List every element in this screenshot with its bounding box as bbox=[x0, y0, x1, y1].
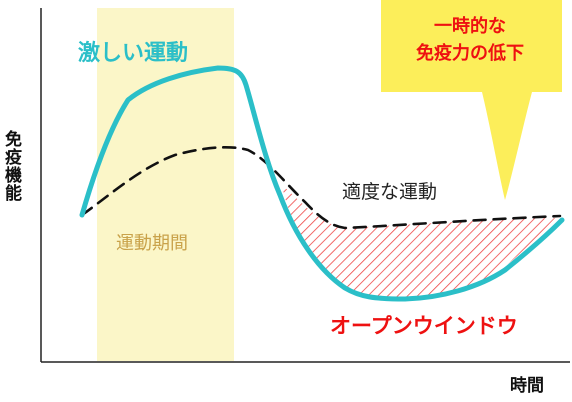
moderate-exercise-label: 適度な運動 bbox=[342, 181, 438, 203]
y-axis-label: 免疫機能 bbox=[1, 130, 21, 202]
callout-bubble bbox=[381, 0, 562, 200]
callout-line-2: 免疫力の低下 bbox=[416, 43, 524, 64]
open-window-label: オープンウインドウ bbox=[330, 314, 518, 338]
callout-line-1: 一時的な bbox=[434, 16, 506, 37]
intense-exercise-label: 激しい運動 bbox=[78, 41, 189, 66]
x-axis-label: 時間 bbox=[510, 376, 544, 396]
open-window-hatched-region bbox=[282, 185, 555, 298]
callout-text: 一時的な 免疫力の低下 bbox=[395, 13, 545, 67]
exercise-period-label: 運動期間 bbox=[116, 233, 188, 254]
intense-exercise-curve bbox=[79, 65, 565, 302]
